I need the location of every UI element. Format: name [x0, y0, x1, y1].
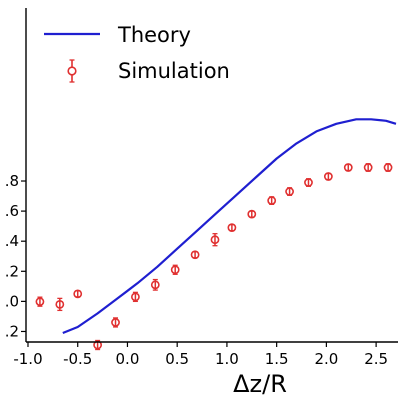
simulation-point	[267, 196, 277, 205]
marker	[131, 292, 140, 302]
x-tick-label: 2.0	[314, 350, 338, 368]
marker	[210, 235, 220, 245]
theory-curve-layer	[62, 118, 397, 335]
marker	[55, 299, 65, 309]
simulation-point	[210, 233, 220, 247]
legend-simulation-marker	[67, 59, 77, 83]
x-tick-label: 1.0	[215, 350, 239, 368]
simulation-point	[150, 278, 160, 291]
x-axis-label: Δz/R	[233, 370, 287, 398]
simulation-point	[55, 297, 65, 312]
simulation-point	[73, 289, 83, 299]
marker	[323, 172, 333, 181]
simulation-point	[131, 291, 140, 303]
marker	[227, 223, 237, 233]
marker	[383, 163, 393, 172]
x-tick-label: 0.5	[165, 350, 189, 368]
x-tick-label: 1.5	[265, 350, 289, 368]
marker	[304, 178, 313, 187]
marker	[111, 318, 120, 327]
marker	[285, 187, 294, 196]
marker	[170, 265, 180, 275]
theory-curve	[62, 118, 397, 335]
simulation-point	[363, 163, 373, 172]
legend: Theory Simulation	[44, 23, 230, 83]
marker	[267, 196, 277, 205]
marker	[150, 280, 160, 290]
y-tick-label: .2	[5, 262, 19, 280]
legend-simulation-label: Simulation	[118, 59, 230, 83]
y-tick-label: .2	[5, 322, 19, 340]
x-tick-label: 2.5	[364, 350, 388, 368]
simulation-point	[343, 163, 353, 172]
x-tick-label: 0.0	[116, 350, 140, 368]
simulation-points-layer	[35, 163, 393, 351]
simulation-point	[227, 223, 237, 233]
simulation-point	[247, 209, 257, 219]
marker	[363, 163, 373, 172]
marker	[247, 209, 257, 219]
simulation-point	[111, 317, 120, 328]
axes	[21, 8, 398, 347]
y-tick-label: .0	[5, 292, 19, 310]
simulation-point	[170, 264, 180, 275]
y-tick-label: .6	[5, 202, 19, 220]
simulation-point	[383, 163, 393, 172]
simulation-point	[35, 296, 45, 307]
legend-marker-circle	[67, 66, 77, 76]
simulation-point	[323, 172, 333, 181]
marker	[343, 163, 353, 172]
y-tick-label: .4	[5, 232, 19, 250]
marker	[73, 289, 83, 299]
tick-labels: -1.0 -0.5 0.0 0.5 1.0 1.5 2.0 2.5 .2 .0 .2 .4 .6 .8	[5, 172, 388, 368]
legend-theory-label: Theory	[117, 23, 191, 47]
x-tick-label: -1.0	[13, 350, 42, 368]
y-tick-label: .8	[5, 172, 19, 190]
marker	[35, 297, 45, 307]
simulation-point	[285, 187, 294, 196]
simulation-point	[190, 250, 200, 260]
simulation-point	[304, 178, 313, 187]
x-tick-label: -0.5	[63, 350, 92, 368]
marker	[190, 250, 200, 260]
